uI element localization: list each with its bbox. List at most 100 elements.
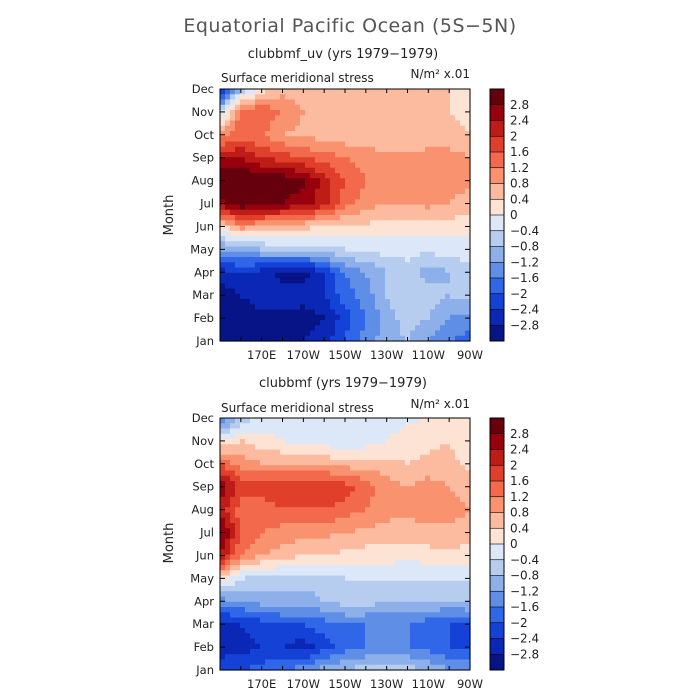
heatmap-cell [395,565,401,571]
heatmap-cell [250,236,256,242]
heatmap-cell [435,460,441,466]
heatmap-cell [240,575,246,582]
heatmap-cell [235,439,241,445]
heatmap-cell [465,204,471,211]
heatmap-cell [225,104,231,111]
heatmap-cell [300,246,306,253]
heatmap-cell [345,586,351,592]
heatmap-cell [410,320,416,326]
heatmap-cell [285,335,291,342]
heatmap-cell [285,188,291,195]
heatmap-cell [280,246,286,253]
heatmap-cell [360,460,366,466]
heatmap-cell [455,470,461,477]
heatmap-cell [440,236,446,242]
heatmap-cell [255,241,261,248]
heatmap-cell [375,125,381,132]
heatmap-cell [460,512,466,519]
heatmap-cell [225,664,231,671]
heatmap-cell [335,418,341,424]
heatmap-cell [320,507,326,514]
heatmap-cell [225,638,231,645]
heatmap-cell [250,314,256,321]
colorbar-label: 2 [510,129,518,143]
heatmap-cell [245,643,251,650]
heatmap-cell [320,580,326,587]
heatmap-cell [340,612,346,619]
heatmap-cell [380,423,386,430]
heatmap-cell [225,486,231,493]
heatmap-cell [340,465,346,472]
heatmap-cell [275,141,281,148]
heatmap-cell [400,523,406,529]
heatmap-cell [410,325,416,332]
heatmap-cell [435,309,441,316]
heatmap-cell [295,617,301,624]
heatmap-cell [395,288,401,295]
heatmap-cell [380,591,386,598]
heatmap-cell [260,554,266,561]
heatmap-cell [285,194,291,200]
heatmap-cell [330,575,336,582]
heatmap-cell [265,591,271,598]
heatmap-cell [330,89,336,95]
heatmap-cell [330,622,336,629]
heatmap-cell [405,533,411,540]
heatmap-cell [280,580,286,587]
heatmap-cell [320,178,326,185]
heatmap-cell [415,549,421,556]
heatmap-cell [275,418,281,424]
heatmap-cell [290,236,296,242]
heatmap-cell [260,272,266,279]
heatmap-cell [335,157,341,164]
heatmap-cell [445,204,451,211]
heatmap-cell [285,251,291,258]
heatmap-cell [325,136,331,143]
heatmap-cell [330,486,336,493]
heatmap-cell [400,444,406,451]
heatmap-cell [360,528,366,535]
heatmap-cell [355,601,361,608]
heatmap-cell [435,115,441,122]
heatmap-cell [255,267,261,274]
heatmap-cell [295,257,301,263]
heatmap-cell [430,659,436,666]
heatmap-cell [325,278,331,284]
heatmap-cell [420,120,426,127]
heatmap-cell [270,617,276,624]
heatmap-cell [280,272,286,279]
heatmap-cell [260,167,266,174]
heatmap-cell [295,439,301,445]
heatmap-cell [280,596,286,603]
heatmap-cell [230,157,236,164]
heatmap-cell [250,418,256,424]
heatmap-cell [320,575,326,582]
heatmap-cell [380,167,386,174]
heatmap-cell [320,601,326,608]
heatmap-cell [225,428,231,435]
heatmap-cell [225,628,231,634]
heatmap-cell [360,267,366,274]
heatmap-cell [460,638,466,645]
heatmap-cell [430,491,436,498]
heatmap-cell [360,320,366,326]
heatmap-cell [380,512,386,519]
heatmap-cell [430,460,436,466]
heatmap-cell [305,538,311,545]
heatmap-cell [365,115,371,122]
heatmap-cell [320,544,326,550]
heatmap-cell [355,320,361,326]
heatmap-cell [290,209,296,216]
heatmap-cell [280,136,286,143]
heatmap-cell [340,565,346,571]
heatmap-cell [455,544,461,550]
heatmap-cell [390,183,396,190]
heatmap-cell [305,335,311,342]
heatmap-cell [370,183,376,190]
heatmap-cell [415,428,421,435]
heatmap-cell [220,194,226,200]
heatmap-cell [370,293,376,300]
heatmap-cell [280,267,286,274]
heatmap-cell [240,559,246,566]
heatmap-cell [350,278,356,284]
